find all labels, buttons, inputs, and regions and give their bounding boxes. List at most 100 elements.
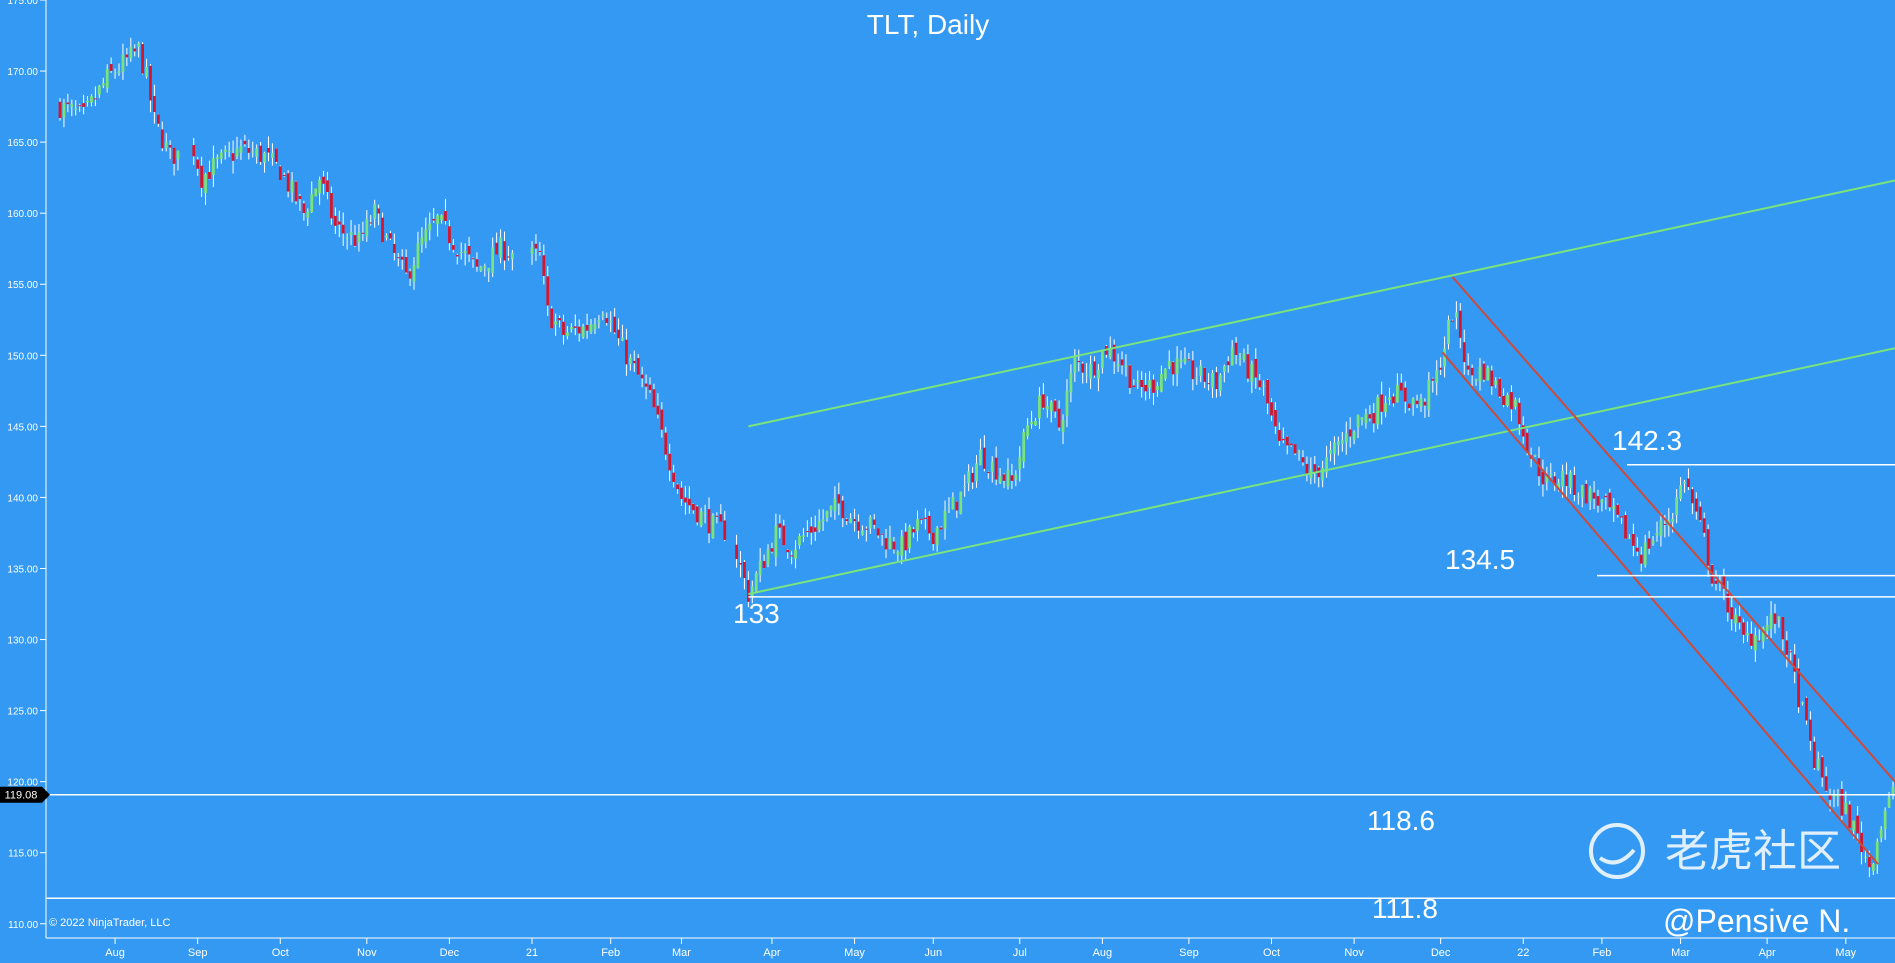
candle-body [219, 152, 223, 159]
candle [1805, 696, 1808, 725]
candle [1797, 658, 1800, 714]
candle-body [593, 324, 597, 330]
candle-body [530, 247, 534, 254]
candle [74, 99, 78, 116]
candle [451, 238, 455, 253]
candle [1659, 512, 1663, 547]
candle-body [1651, 540, 1655, 544]
candle [168, 140, 172, 160]
candle-body [664, 432, 668, 455]
candle-body [1635, 547, 1639, 552]
candle [1266, 378, 1269, 415]
candle-body [66, 102, 70, 105]
candle-body [1148, 380, 1151, 388]
candle [172, 147, 176, 176]
candle-body [715, 515, 719, 517]
candle [656, 393, 660, 419]
candle [1085, 363, 1089, 384]
price-axis-ticks: 110.00 115.00 120.00 125.00 130.00 135.00 140.… [7, 0, 46, 931]
candle [1144, 372, 1148, 401]
time-tick-label: Mar [1671, 947, 1690, 959]
candle-body [684, 497, 687, 503]
candle [762, 554, 766, 569]
candle [1478, 357, 1482, 391]
candle [396, 252, 400, 267]
candle-body [1140, 379, 1144, 387]
candle [137, 41, 141, 58]
candle [699, 507, 703, 528]
price-tick-label: 155.00 [7, 280, 38, 291]
candle [798, 533, 801, 549]
candle [436, 213, 439, 237]
candle-body [1396, 384, 1399, 403]
candle-body [1624, 515, 1627, 539]
candle [1486, 365, 1490, 381]
candle-body [986, 472, 990, 474]
candle [554, 313, 557, 336]
candle-body [1557, 482, 1561, 490]
candle [341, 212, 345, 247]
candle-body [1596, 496, 1600, 506]
price-tick-label: 135.00 [7, 564, 38, 575]
candle [400, 249, 404, 270]
candle-body [794, 549, 797, 559]
candle-body [802, 535, 805, 538]
candle [1329, 440, 1332, 462]
candle-body [436, 215, 439, 225]
candle [66, 93, 70, 113]
candle [129, 37, 133, 62]
candle [916, 510, 919, 542]
candle-body [495, 242, 498, 255]
candle [739, 551, 742, 578]
candle [1451, 319, 1454, 322]
candle-body [1199, 365, 1203, 376]
candle-body [1573, 475, 1576, 495]
time-tick-label: Nov [1344, 947, 1364, 959]
candle-body [286, 173, 290, 192]
candle [1423, 398, 1427, 418]
candle-body [1112, 344, 1116, 362]
candle-body [1014, 474, 1018, 480]
candle-body [420, 237, 424, 245]
green-channel-lower [748, 347, 1895, 596]
candle [1203, 367, 1207, 389]
candle-body [1156, 386, 1159, 391]
candle [1388, 387, 1391, 406]
candle [644, 374, 648, 400]
candle-body [1183, 358, 1187, 363]
candle [1738, 604, 1741, 630]
candle-body [164, 141, 168, 149]
candle [975, 455, 978, 488]
candle [1891, 781, 1895, 800]
candle-body [1659, 520, 1663, 536]
candle-body [1321, 468, 1325, 481]
candle-body [1313, 464, 1317, 473]
candle [1337, 436, 1340, 456]
candle-body [770, 548, 774, 552]
candle [133, 44, 137, 57]
candle-body [562, 321, 565, 335]
candle-body [1482, 363, 1486, 380]
candle-body [479, 266, 483, 271]
candle [1262, 380, 1266, 396]
candle-body [534, 243, 538, 249]
candle [1785, 631, 1789, 668]
candle [1077, 349, 1081, 372]
candle-body [271, 153, 274, 158]
candle [1333, 436, 1336, 465]
candle-body [597, 320, 601, 323]
candle [121, 43, 125, 80]
candle-body [790, 555, 794, 557]
candle-body [1293, 444, 1297, 454]
candle-body [1781, 617, 1785, 640]
candle-body [892, 541, 896, 550]
candle [1183, 347, 1187, 365]
candle-body [1344, 433, 1348, 443]
candle-body [573, 326, 577, 328]
candle-body [239, 145, 243, 153]
candle [1325, 445, 1328, 478]
candle [1824, 766, 1828, 792]
candle [986, 471, 990, 479]
candle-body [695, 506, 699, 523]
